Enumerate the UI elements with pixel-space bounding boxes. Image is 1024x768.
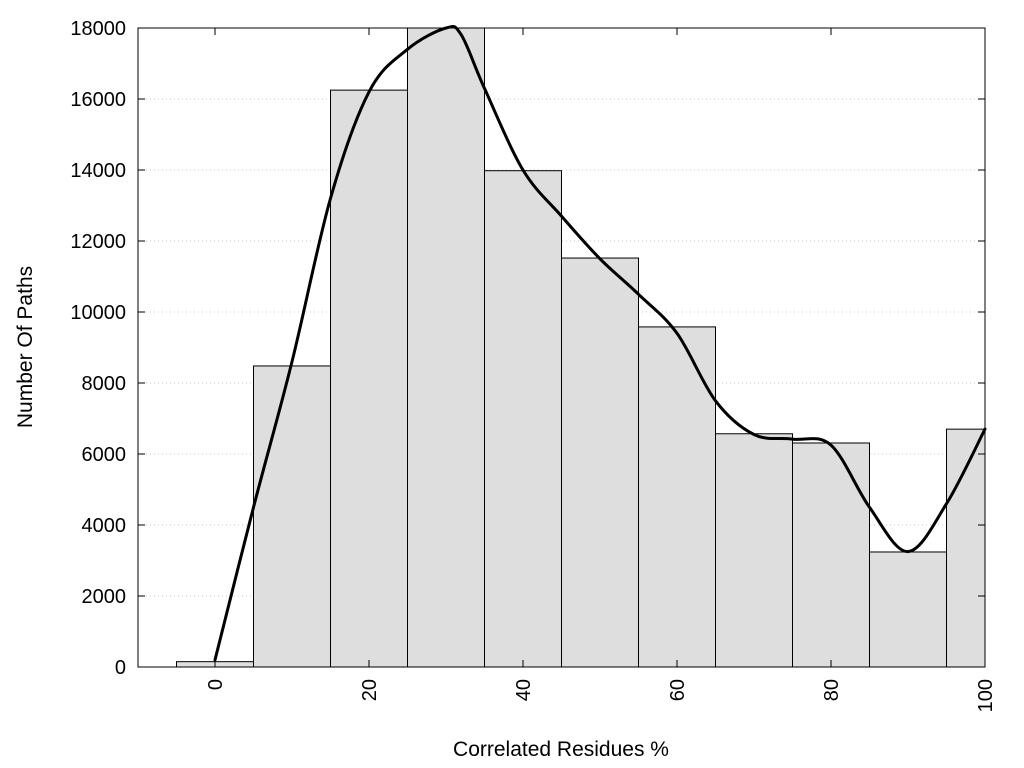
y-tick-label-1: 2000 [82, 586, 127, 608]
x-axis-ticks: 0 20 40 60 80 100 [205, 28, 997, 712]
y-tick-label-6: 12000 [70, 231, 126, 253]
bar-7 [715, 433, 793, 668]
x-tick-label-3: 60 [667, 679, 689, 701]
x-tick-label-1: 20 [359, 679, 381, 701]
y-tick-label-2: 4000 [82, 515, 127, 537]
trend-curve-layer [213, 25, 987, 662]
x-axis-title: Correlated Residues % [453, 738, 669, 761]
x-tick-label-5: 100 [975, 679, 997, 712]
y-axis-title: Number Of Paths [14, 266, 37, 428]
y-tick-label-4: 8000 [82, 373, 127, 395]
y-tick-label-9: 18000 [70, 18, 126, 40]
x-tick-label-0: 0 [205, 679, 227, 690]
bar-4 [484, 170, 562, 668]
y-tick-label-3: 6000 [82, 444, 127, 466]
bar-1 [253, 365, 331, 668]
y-tick-label-8: 16000 [70, 89, 126, 111]
bar-6 [638, 326, 716, 668]
y-tick-label-0: 0 [115, 657, 126, 679]
bar-9 [869, 551, 947, 668]
bar-5 [561, 257, 639, 668]
x-tick-label-4: 80 [821, 679, 843, 701]
x-tick-label-2: 40 [513, 679, 535, 701]
y-tick-label-5: 10000 [70, 302, 126, 324]
y-tick-label-7: 14000 [70, 160, 126, 182]
plot-frame [137, 27, 986, 668]
bar-3 [407, 27, 485, 668]
bars [176, 27, 986, 668]
trend-curve [213, 25, 987, 662]
y-axis-ticks: 0 2000 4000 6000 8000 10000 12000 14000 16000 180… [70, 18, 985, 679]
bar-8 [792, 442, 870, 668]
bar-2 [330, 89, 408, 668]
